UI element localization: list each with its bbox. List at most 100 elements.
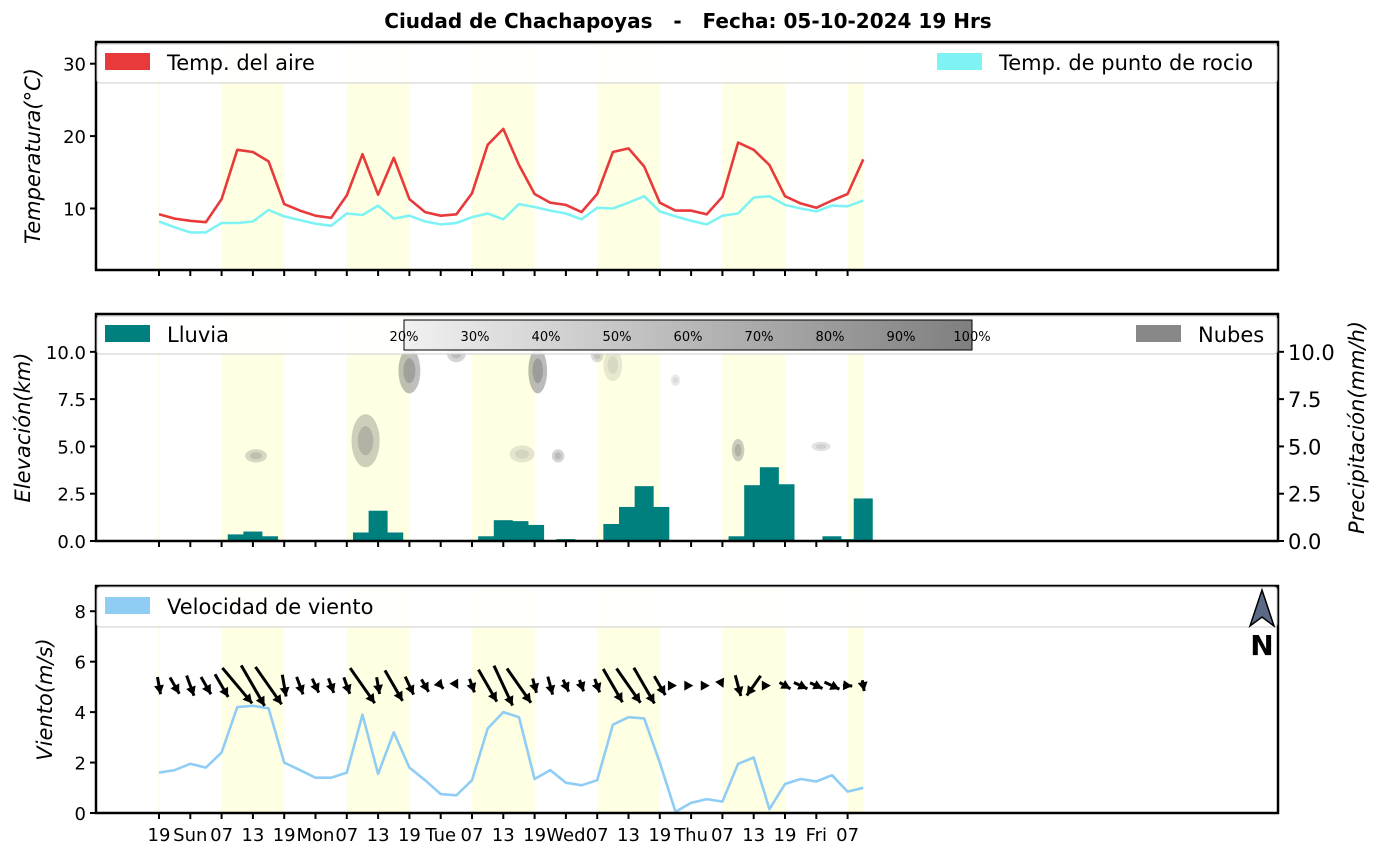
rain-bar xyxy=(619,506,638,541)
wind-arrow xyxy=(213,673,230,698)
wind-arrow-head xyxy=(365,692,375,704)
wind-speed-line xyxy=(158,704,864,813)
colorbar-label: 30% xyxy=(461,330,490,345)
colorbar-label: 20% xyxy=(390,330,419,345)
wind-arrow-head xyxy=(746,685,757,696)
wind-arrow-head xyxy=(504,695,514,706)
wind-arrow xyxy=(466,678,477,693)
cloud-patch xyxy=(731,438,745,462)
wind-arrow-head xyxy=(684,680,694,691)
rain-bar xyxy=(822,536,842,541)
wind-arrow xyxy=(857,679,868,692)
north-label: N xyxy=(1250,629,1273,662)
wind-arrow-head xyxy=(797,680,808,690)
y-tick-label: 0.0 xyxy=(57,532,86,553)
x-tick-label: Mon xyxy=(297,825,335,846)
wind-arrow xyxy=(733,674,744,697)
wind-arrow-head xyxy=(575,681,586,692)
wind-arrow-head xyxy=(242,693,253,704)
cloud-patch xyxy=(528,348,548,394)
y-tick-label: 5.0 xyxy=(57,437,86,458)
legend-label-air-temp: Temp. del aire xyxy=(166,51,315,75)
cloud-colorbar: 20% 30% 40% 50% 60% 70% 80% 90% 100% xyxy=(390,319,991,351)
legend-swatch-wind xyxy=(105,597,150,614)
wind-arrow-head xyxy=(466,682,477,693)
wind-arrow xyxy=(383,669,404,702)
cloud-core xyxy=(250,452,263,460)
y-tick-label-right: 5.0 xyxy=(1288,435,1321,459)
y-tick-label: 8 xyxy=(75,602,86,623)
cloud-patch xyxy=(245,449,267,463)
daytime-band xyxy=(158,586,160,813)
wind-arrow xyxy=(700,680,710,691)
wind-arrow xyxy=(653,675,667,696)
wind-arrow xyxy=(254,666,283,706)
colorbar-label: 50% xyxy=(603,330,632,345)
y-tick-label-right: 10.0 xyxy=(1288,341,1335,365)
temperature-panel: 10 20 30 Temperatura(°C) xyxy=(21,40,1280,276)
wind-arrow xyxy=(575,679,586,692)
rain-bar xyxy=(243,531,263,541)
rain-bar xyxy=(744,485,764,541)
wind-arrow xyxy=(310,678,321,694)
wind-arrow-head xyxy=(829,680,840,690)
y-axis-label-precipitation: Precipitación(mm/h) xyxy=(1345,321,1369,534)
wind-arrow-head xyxy=(631,692,641,703)
wind-arrow-head xyxy=(560,681,570,692)
wind-arrow-head xyxy=(154,684,164,695)
wind-arrow xyxy=(842,680,853,691)
wind-arrow-head xyxy=(255,695,265,706)
wind-arrow-head xyxy=(419,681,429,692)
wind-arrow xyxy=(615,667,642,704)
cloud-core xyxy=(403,358,416,384)
daytime-band xyxy=(847,42,864,270)
wind-arrow-head xyxy=(667,680,677,691)
wind-arrow-head xyxy=(202,683,211,695)
y-tick-label: 10 xyxy=(63,199,86,220)
wind-arrow xyxy=(295,676,305,695)
wind-arrow xyxy=(199,676,213,695)
rain-bar xyxy=(509,521,529,541)
rain-bar xyxy=(227,534,247,541)
cloud-patch xyxy=(551,449,565,463)
cloud-core xyxy=(815,443,827,450)
x-tick-label: Thu xyxy=(673,825,708,846)
rain-bar xyxy=(853,498,873,541)
wind-legend: Velocidad de viento xyxy=(96,586,1278,628)
y-tick-label: 4 xyxy=(75,703,86,724)
rain-bar xyxy=(634,486,654,541)
x-tick-label: 07 xyxy=(586,825,609,846)
wind-arrow xyxy=(326,677,336,694)
legend-label-clouds: Nubes xyxy=(1198,323,1264,347)
y-tick-label: 6 xyxy=(75,653,86,674)
wind-arrow xyxy=(823,680,841,691)
x-tick-label: 19 xyxy=(648,825,671,846)
cloud-core xyxy=(554,452,562,460)
rain-bar xyxy=(368,510,388,541)
wind-arrow xyxy=(221,666,254,705)
cloud-patch xyxy=(398,348,421,394)
y-tick-label: 7.5 xyxy=(57,390,86,411)
legend-swatch-clouds xyxy=(1136,325,1181,342)
wind-arrow-head xyxy=(780,679,791,689)
legend-swatch-air-temp xyxy=(105,53,150,70)
cloud-core xyxy=(607,356,619,374)
x-tick-label: 13 xyxy=(617,825,640,846)
wind-arrow xyxy=(168,676,181,695)
wind-arrow xyxy=(684,680,694,691)
y-axis-label-temperature: Temperatura(°C) xyxy=(21,68,45,244)
y-tick-label-right: 0.0 xyxy=(1288,530,1321,554)
colorbar-label: 40% xyxy=(532,330,561,345)
daytime-band xyxy=(158,42,160,270)
rain-bar xyxy=(259,536,279,541)
y-tick-label: 20 xyxy=(63,127,86,148)
wind-arrow-head xyxy=(591,682,602,693)
wind-arrow xyxy=(433,678,445,690)
plot-frame xyxy=(94,40,1280,272)
x-tick-label: 07 xyxy=(335,825,358,846)
y-tick-label-right: 7.5 xyxy=(1288,388,1321,412)
wind-arrow-head xyxy=(857,681,868,692)
wind-arrow xyxy=(545,676,556,696)
y-tick-label: 30 xyxy=(63,55,86,76)
